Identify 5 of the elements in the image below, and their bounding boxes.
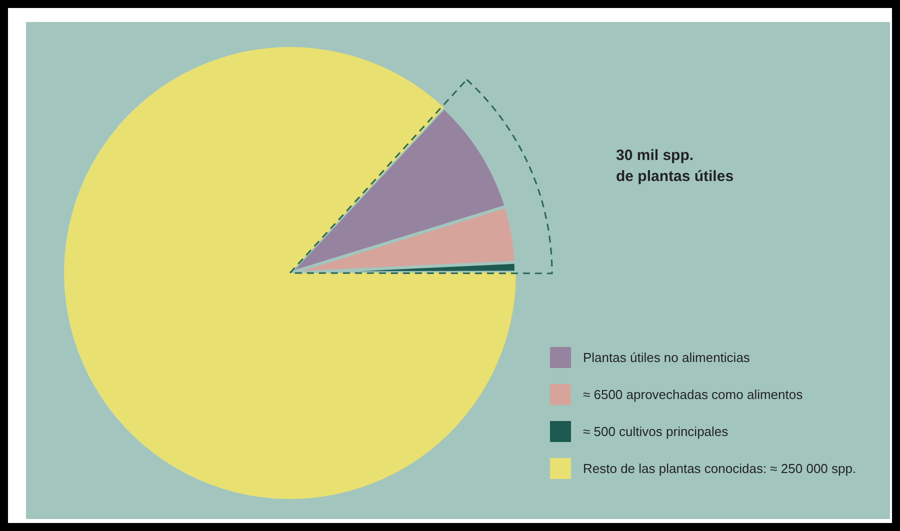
legend-label: Resto de las plantas conocidas: ≈ 250 000 spp.: [583, 461, 856, 476]
legend-label: Plantas útiles no alimenticias: [583, 350, 750, 365]
text: 30 mil spp. de plantas útiles: [616, 147, 734, 185]
legend-label: ≈ 6500 aprovechadas como alimentos: [583, 387, 804, 402]
legend-label: ≈ 500 cultivos principales: [583, 424, 729, 439]
